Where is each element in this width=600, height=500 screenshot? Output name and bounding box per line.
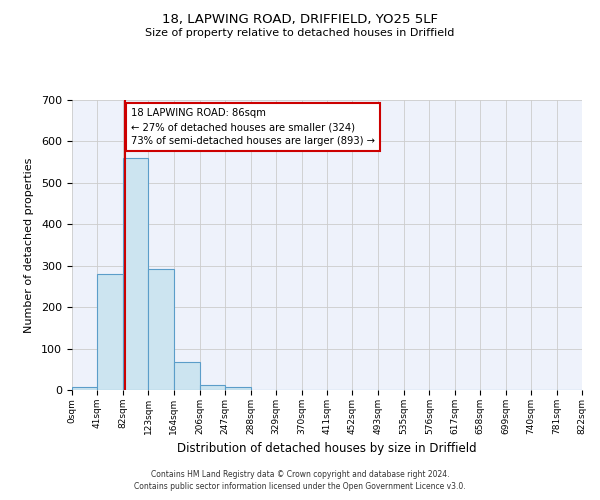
Text: 18 LAPWING ROAD: 86sqm
← 27% of detached houses are smaller (324)
73% of semi-de: 18 LAPWING ROAD: 86sqm ← 27% of detached… xyxy=(131,108,375,146)
Text: Size of property relative to detached houses in Driffield: Size of property relative to detached ho… xyxy=(145,28,455,38)
Text: Contains HM Land Registry data © Crown copyright and database right 2024.: Contains HM Land Registry data © Crown c… xyxy=(151,470,449,479)
Y-axis label: Number of detached properties: Number of detached properties xyxy=(24,158,34,332)
Bar xyxy=(148,269,174,390)
Bar xyxy=(97,274,123,390)
Text: 18, LAPWING ROAD, DRIFFIELD, YO25 5LF: 18, LAPWING ROAD, DRIFFIELD, YO25 5LF xyxy=(162,12,438,26)
Bar xyxy=(174,362,200,390)
X-axis label: Distribution of detached houses by size in Driffield: Distribution of detached houses by size … xyxy=(177,442,477,456)
Bar xyxy=(123,158,148,390)
Bar xyxy=(72,387,97,390)
Text: Contains public sector information licensed under the Open Government Licence v3: Contains public sector information licen… xyxy=(134,482,466,491)
Bar xyxy=(225,386,251,390)
Bar xyxy=(200,384,225,390)
